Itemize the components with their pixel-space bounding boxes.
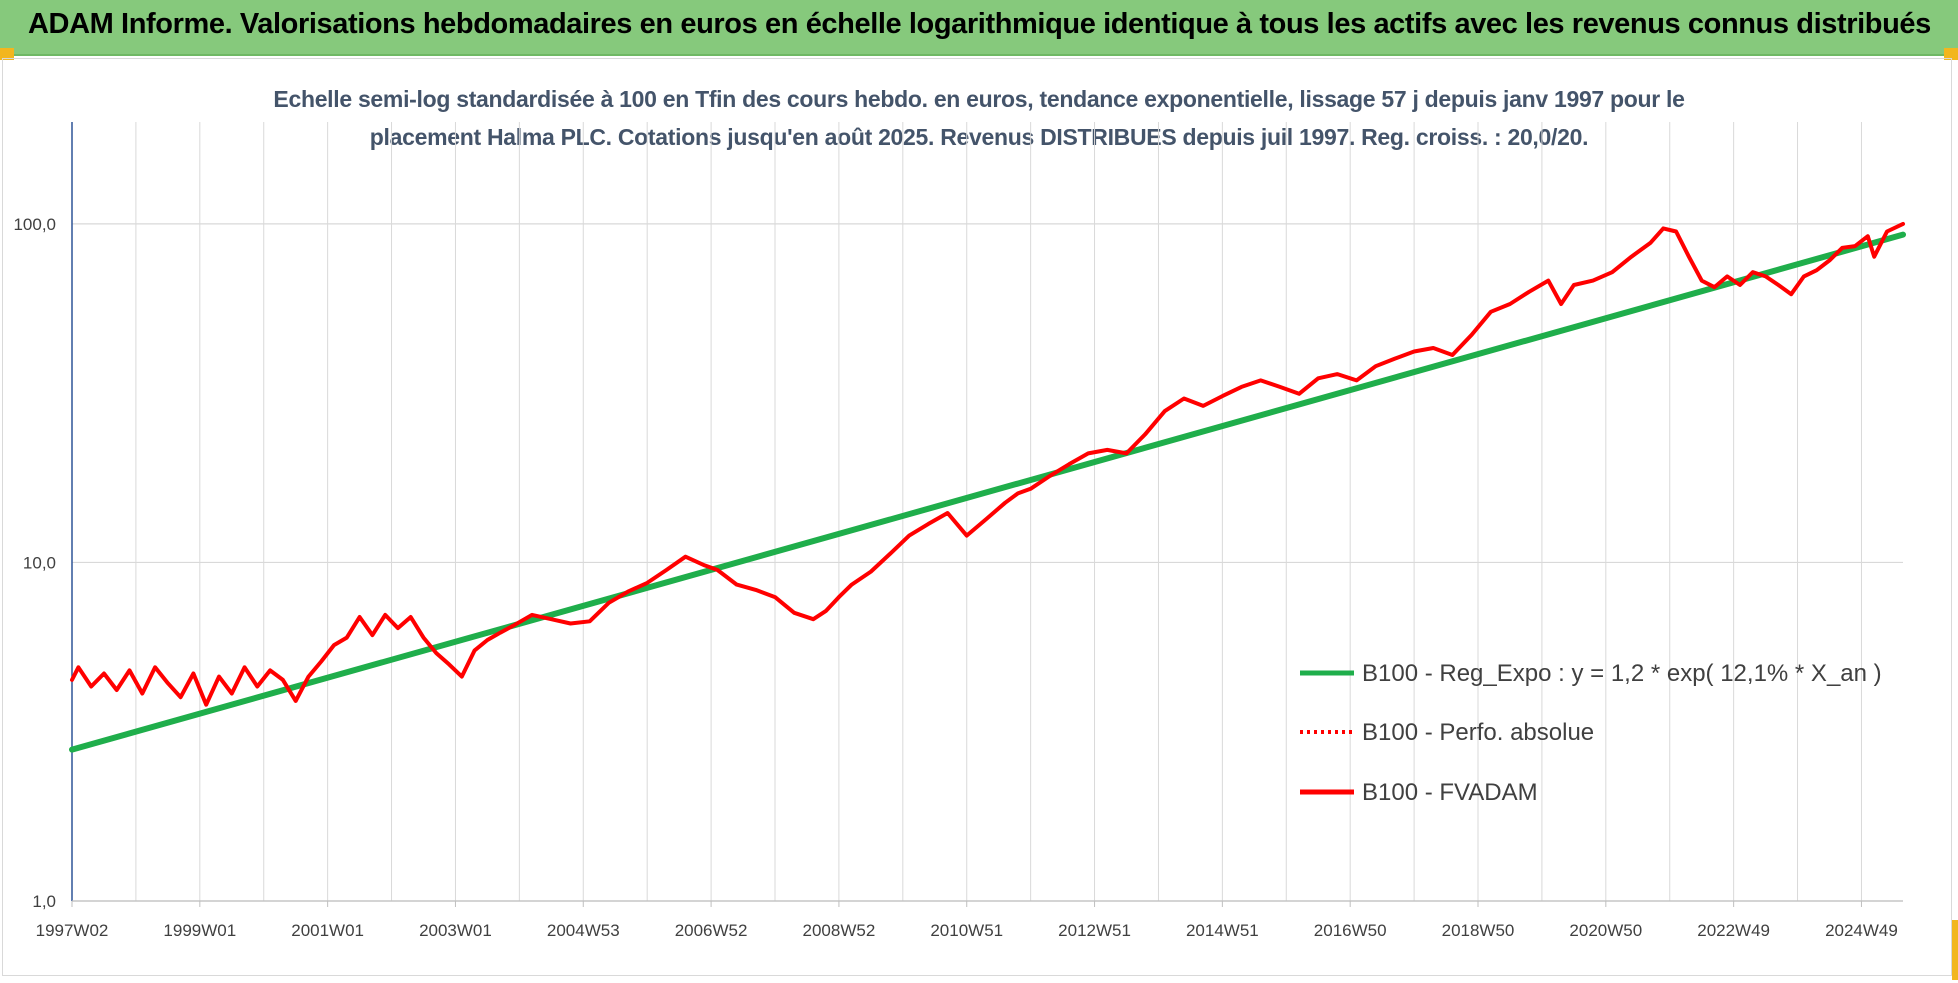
x-tick-label: 2010W51: [930, 921, 1003, 940]
x-tick-label: 2020W50: [1569, 921, 1642, 940]
x-tick-label: 2006W52: [675, 921, 748, 940]
x-tick-label: 2014W51: [1186, 921, 1259, 940]
y-tick-label: 1,0: [32, 892, 56, 911]
x-tick-label: 1999W01: [163, 921, 236, 940]
x-tick-label: 2024W49: [1825, 921, 1898, 940]
x-tick-label: 1997W02: [36, 921, 109, 940]
chart-title-line-2: placement Halma PLC. Cotations jusqu'en …: [369, 124, 1589, 150]
x-tick-label: 2008W52: [803, 921, 876, 940]
grid-layer: [71, 122, 1903, 902]
legend-label: B100 - FVADAM: [1362, 779, 1538, 806]
x-tick-label: 2016W50: [1314, 921, 1387, 940]
y-tick-label: 100,0: [13, 215, 56, 234]
x-tick-label: 2012W51: [1058, 921, 1131, 940]
legend-label: B100 - Perfo. absolue: [1362, 719, 1594, 746]
legend-layer: B100 - Reg_Expo : y = 1,2 * exp( 12,1% *…: [1300, 660, 1882, 806]
legend-label: B100 - Reg_Expo : y = 1,2 * exp( 12,1% *…: [1362, 660, 1882, 687]
banner-title: ADAM Informe. Valorisations hebdomadaire…: [28, 8, 1931, 40]
title-banner: ADAM Informe. Valorisations hebdomadaire…: [0, 0, 1958, 56]
axis-layer: 1,0 10,0 100,0 1997W02 1999W01 2001W01 2003W01…: [13, 122, 1903, 940]
y-tick-label: 10,0: [23, 553, 56, 572]
fvadam-line: [70, 221, 1905, 707]
x-tick-label: 2022W49: [1697, 921, 1770, 940]
chart-frame: [2, 58, 1952, 976]
chart-title-line-1: Echelle semi-log standardisée à 100 en T…: [273, 86, 1685, 112]
x-tick-label: 2003W01: [419, 921, 492, 940]
corner-marker-top-right: [1944, 48, 1958, 60]
regression-line: [69, 231, 1906, 753]
corner-marker-top-left: [0, 48, 14, 60]
series-layer: [69, 221, 1906, 753]
corner-marker-bottom-right: [1952, 920, 1958, 980]
x-tick-label: 2004W53: [547, 921, 620, 940]
x-tick-label: 2001W01: [291, 921, 364, 940]
x-tick-label: 2018W50: [1442, 921, 1515, 940]
